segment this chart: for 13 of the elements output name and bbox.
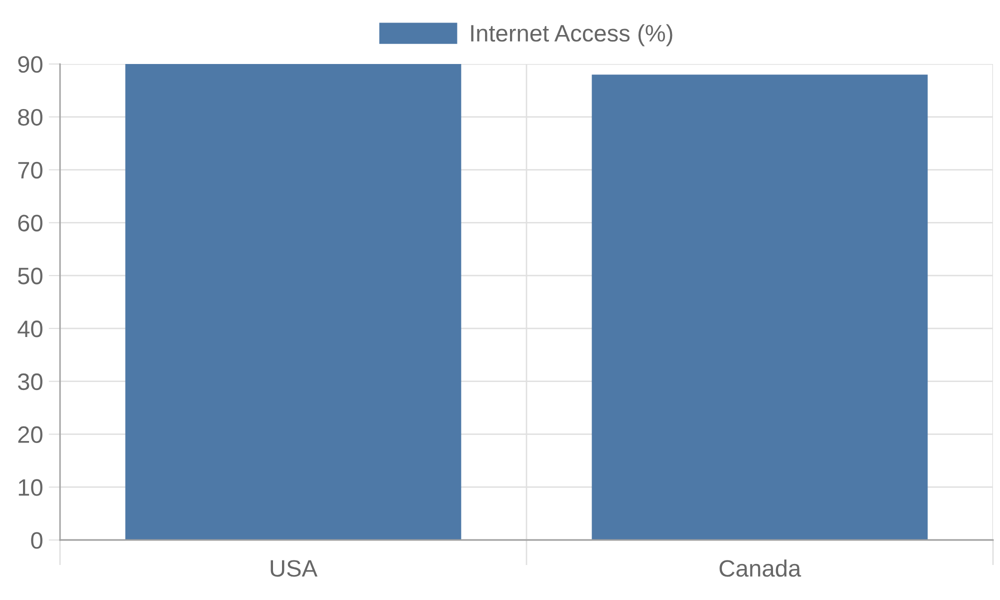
x-tick-label: USA bbox=[270, 560, 318, 577]
legend-label: Internet Access (%) bbox=[471, 24, 672, 46]
x-tick-label: Canada bbox=[720, 559, 802, 577]
y-tick-label: 40 bbox=[18, 320, 42, 338]
y-tick-label: 90 bbox=[18, 56, 42, 73]
y-tick-label: 80 bbox=[18, 108, 42, 126]
y-tick-label: 70 bbox=[18, 162, 42, 179]
y-tick-label: 50 bbox=[18, 268, 42, 284]
y-tick-label: 60 bbox=[18, 214, 42, 232]
y-tick-label: 20 bbox=[18, 426, 42, 444]
y-tick-label: 0 bbox=[31, 532, 42, 549]
y-tick-label: 10 bbox=[18, 479, 42, 496]
y-tick-label: 30 bbox=[18, 373, 42, 390]
